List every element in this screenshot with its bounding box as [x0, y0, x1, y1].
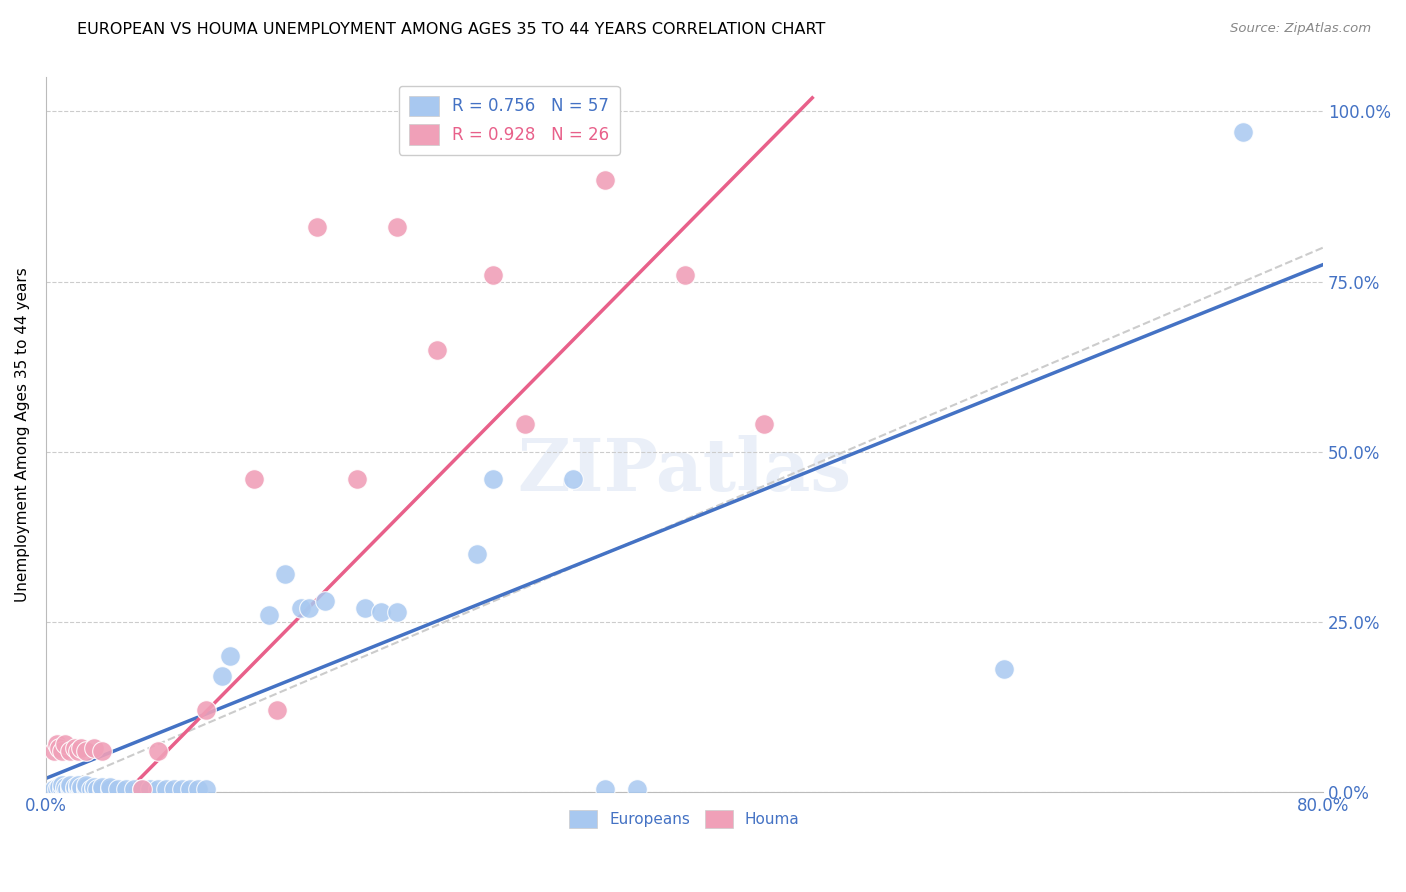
Point: [754, 417, 776, 432]
Point: [66, 780, 89, 794]
Point: [66, 744, 89, 758]
Point: [53, 781, 76, 796]
Y-axis label: Unemployment Among Ages 35 to 44 years: Unemployment Among Ages 35 to 44 years: [15, 268, 30, 602]
Point: [79, 781, 101, 796]
Point: [385, 605, 408, 619]
Point: [561, 472, 583, 486]
Point: [86, 781, 108, 796]
Point: [53, 737, 76, 751]
Point: [70, 780, 93, 794]
Point: [98, 780, 121, 794]
Point: [194, 781, 217, 796]
Point: [266, 703, 288, 717]
Point: [179, 781, 201, 796]
Point: [46, 781, 69, 796]
Point: [163, 781, 186, 796]
Point: [90, 781, 112, 796]
Point: [55, 781, 77, 796]
Point: [59, 780, 82, 794]
Point: [131, 781, 153, 796]
Point: [593, 781, 616, 796]
Point: [59, 778, 82, 792]
Point: [673, 268, 696, 282]
Point: [59, 781, 82, 796]
Point: [48, 740, 70, 755]
Point: [385, 220, 408, 235]
Point: [122, 781, 145, 796]
Point: [346, 472, 368, 486]
Point: [626, 781, 648, 796]
Point: [70, 781, 93, 796]
Point: [146, 781, 169, 796]
Point: [53, 780, 76, 794]
Point: [83, 781, 105, 796]
Point: [83, 740, 105, 755]
Text: ZIPatlas: ZIPatlas: [517, 435, 852, 506]
Point: [194, 703, 217, 717]
Point: [70, 740, 93, 755]
Point: [75, 744, 97, 758]
Point: [307, 220, 329, 235]
Point: [290, 601, 312, 615]
Point: [298, 601, 321, 615]
Point: [63, 781, 86, 796]
Point: [63, 740, 86, 755]
Point: [63, 780, 86, 794]
Point: [46, 737, 69, 751]
Point: [274, 567, 297, 582]
Point: [211, 669, 233, 683]
Point: [155, 781, 177, 796]
Point: [75, 781, 97, 796]
Point: [218, 648, 240, 663]
Point: [66, 781, 89, 796]
Legend: Europeans, Houma: Europeans, Houma: [564, 804, 806, 834]
Text: EUROPEAN VS HOUMA UNEMPLOYMENT AMONG AGES 35 TO 44 YEARS CORRELATION CHART: EUROPEAN VS HOUMA UNEMPLOYMENT AMONG AGE…: [77, 22, 825, 37]
Point: [465, 547, 488, 561]
Point: [48, 780, 70, 794]
Point: [66, 778, 89, 792]
Point: [354, 601, 377, 615]
Point: [90, 780, 112, 794]
Point: [75, 780, 97, 794]
Point: [59, 744, 82, 758]
Point: [75, 778, 97, 792]
Point: [90, 744, 112, 758]
Point: [242, 472, 264, 486]
Point: [131, 781, 153, 796]
Point: [98, 781, 121, 796]
Point: [513, 417, 536, 432]
Point: [51, 744, 73, 758]
Point: [51, 778, 73, 792]
Point: [370, 605, 392, 619]
Point: [314, 594, 336, 608]
Text: Source: ZipAtlas.com: Source: ZipAtlas.com: [1230, 22, 1371, 36]
Point: [114, 781, 136, 796]
Point: [170, 781, 193, 796]
Point: [42, 781, 65, 796]
Point: [42, 744, 65, 758]
Point: [1232, 125, 1254, 139]
Point: [187, 781, 209, 796]
Point: [139, 781, 162, 796]
Point: [482, 268, 505, 282]
Point: [993, 663, 1015, 677]
Point: [83, 780, 105, 794]
Point: [259, 607, 281, 622]
Point: [107, 781, 129, 796]
Point: [482, 472, 505, 486]
Point: [426, 343, 449, 357]
Point: [146, 744, 169, 758]
Point: [593, 172, 616, 186]
Point: [51, 781, 73, 796]
